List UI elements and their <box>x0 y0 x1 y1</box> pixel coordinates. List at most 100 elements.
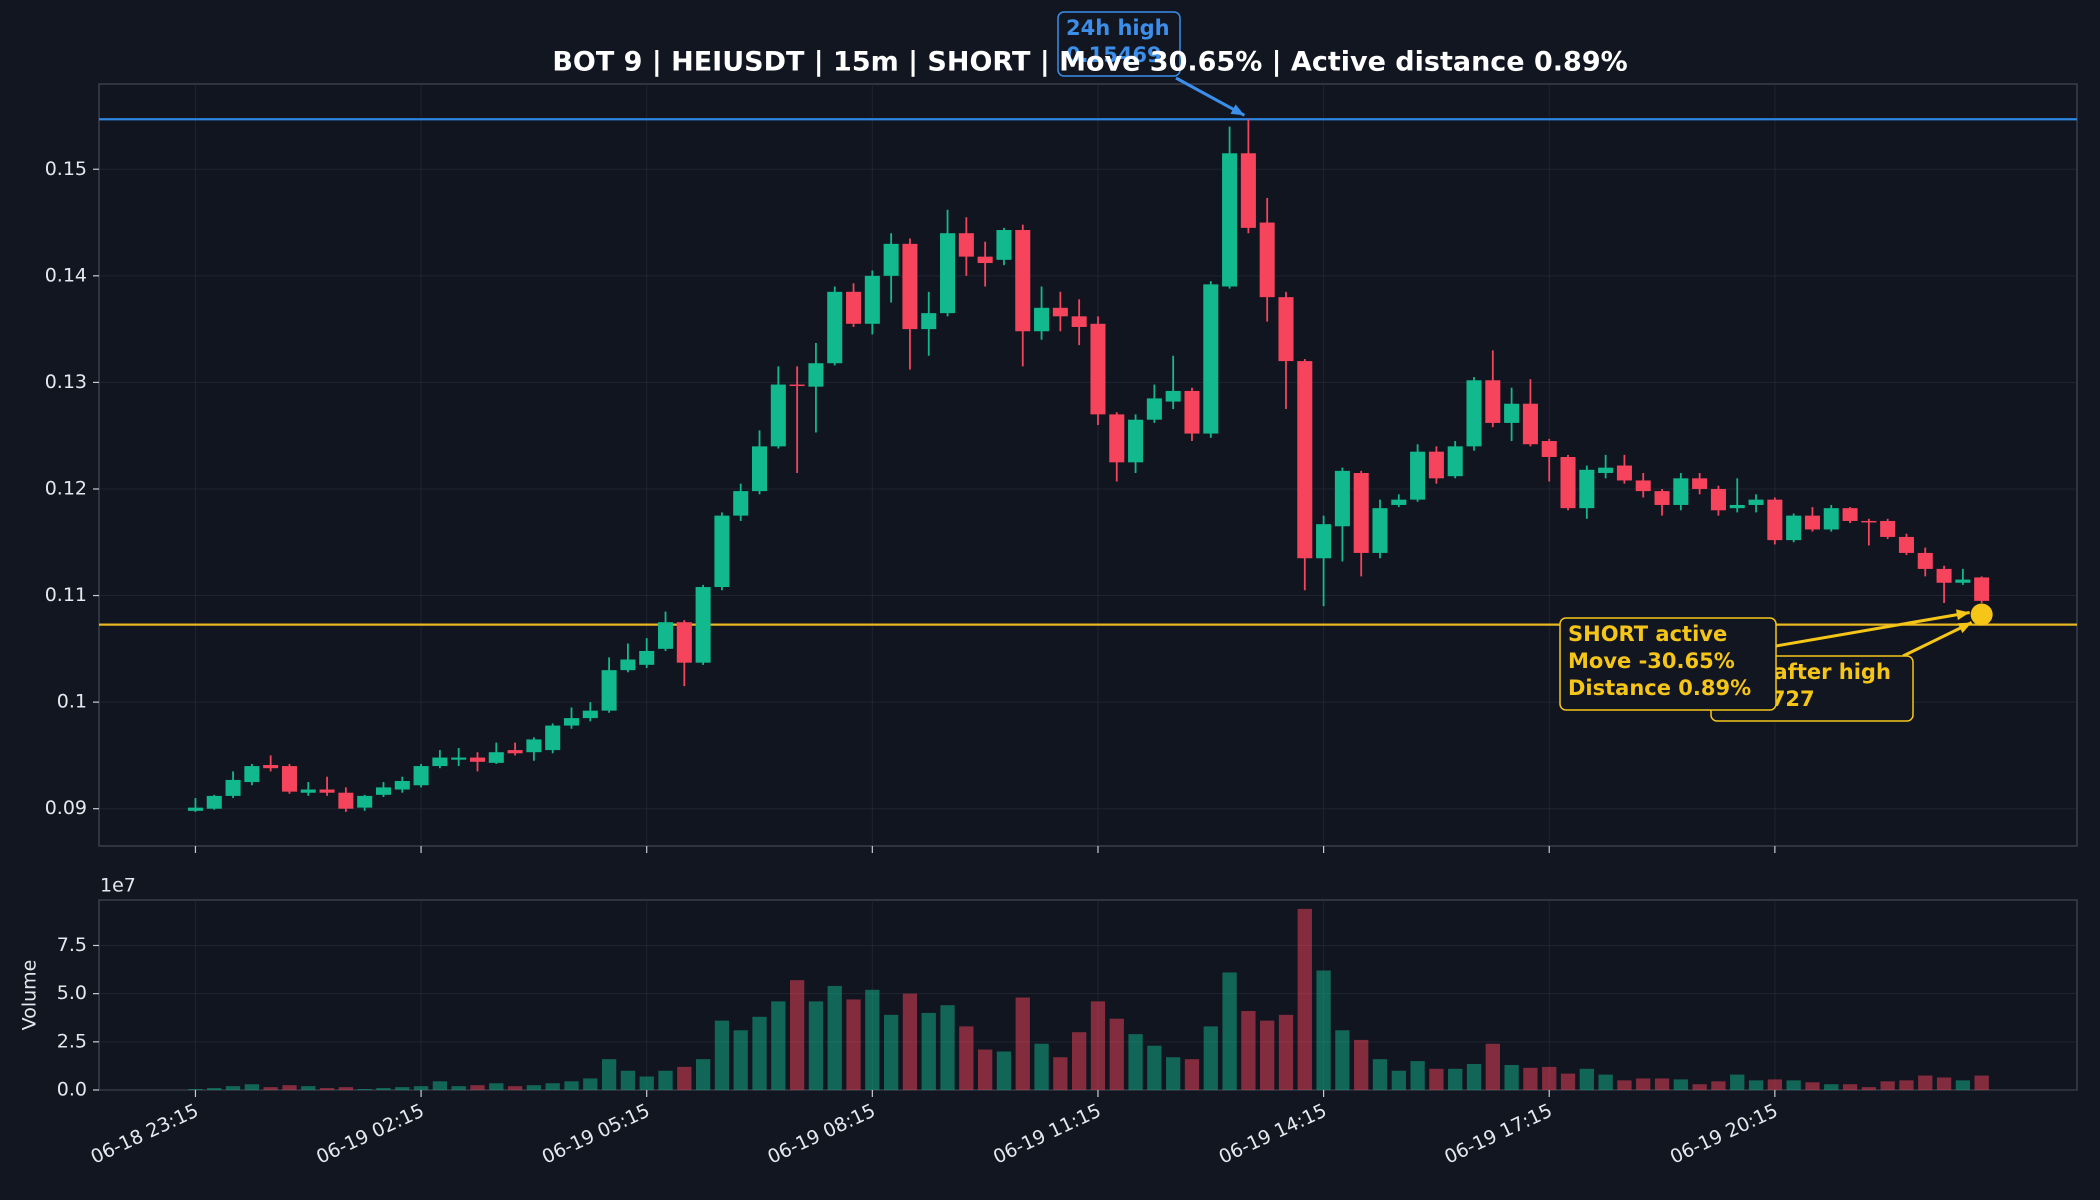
volume-bar <box>808 1001 824 1090</box>
volume-bar <box>639 1076 654 1090</box>
volume-bar <box>1410 1061 1425 1090</box>
current-price-marker <box>1970 603 1993 626</box>
candle-body <box>1165 390 1181 402</box>
candle-body <box>1673 478 1689 505</box>
price-panel <box>98 83 2078 847</box>
candle-body <box>1861 520 1877 523</box>
volume-bar <box>1090 1001 1106 1090</box>
y-tick-label: 0.09 <box>45 797 87 819</box>
candle-body <box>977 256 993 264</box>
volume-bar <box>1166 1057 1181 1090</box>
candle-body <box>1541 441 1557 458</box>
annotation-text: Move -30.65% <box>1568 649 1735 673</box>
volume-bar <box>1767 1079 1782 1090</box>
volume-bar <box>301 1086 316 1090</box>
annotation-text: 0.15469 <box>1066 43 1162 67</box>
y-tick-label: 0.12 <box>45 477 87 499</box>
volume-bar <box>1692 1084 1707 1090</box>
x-tick-label: 06-19 02:15 <box>313 1100 427 1169</box>
volume-bar <box>1654 1078 1670 1090</box>
volume-bar <box>1842 1084 1858 1090</box>
candle-body <box>657 622 674 649</box>
volume-bar <box>902 993 918 1090</box>
y-tick-label: 0.11 <box>45 584 87 606</box>
volume-bar <box>1918 1075 1933 1090</box>
candle-body <box>1485 380 1501 423</box>
candle-body <box>620 659 636 671</box>
volume-bar <box>526 1085 542 1090</box>
candle-body <box>563 718 580 726</box>
volume-bar <box>865 989 880 1090</box>
arrow-head <box>1230 104 1245 116</box>
volume-bar <box>188 1089 203 1090</box>
annotation-arrow <box>1775 611 1970 648</box>
volume-bar <box>1748 1080 1764 1090</box>
volume-bar <box>658 1070 673 1090</box>
candle-body <box>1692 478 1708 489</box>
y-tick-label: 5.0 <box>57 982 87 1004</box>
volume-bar <box>714 1020 730 1090</box>
volume-bar <box>1354 1039 1369 1090</box>
volume-bar <box>1184 1059 1200 1090</box>
volume-bar <box>470 1085 485 1090</box>
volume-bar <box>1730 1074 1745 1090</box>
candle-body <box>639 650 655 665</box>
volume-bar <box>1128 1034 1143 1090</box>
candle-body <box>827 291 843 364</box>
volume-bar <box>1598 1074 1613 1090</box>
volume-bar <box>1636 1078 1651 1090</box>
volume-bar <box>1673 1079 1688 1090</box>
volume-bar <box>1260 1020 1275 1090</box>
candle-body <box>1334 470 1350 527</box>
y-axis-label: Volume <box>19 960 41 1031</box>
candle-body <box>1579 469 1595 509</box>
annotation-arrow <box>1175 76 1246 117</box>
candle-body <box>1222 153 1238 287</box>
candle-body <box>469 757 486 762</box>
volume-bar <box>507 1086 523 1090</box>
volume-bar <box>978 1049 993 1090</box>
candle-body <box>451 757 467 760</box>
candle-body <box>789 384 805 387</box>
volume-bar <box>1861 1087 1877 1090</box>
volume-bar <box>1222 972 1237 1090</box>
candle-body <box>846 291 862 324</box>
candle-body <box>1240 153 1256 228</box>
volume-bar <box>1335 1030 1350 1090</box>
candle-body <box>1823 508 1839 530</box>
volume-bar <box>1504 1064 1519 1090</box>
candle-body <box>225 779 241 796</box>
x-tick-label: 06-19 11:15 <box>990 1100 1104 1169</box>
volume-bar <box>1805 1082 1820 1090</box>
candle-body <box>1804 515 1820 530</box>
y-tick-label: 0.15 <box>45 158 87 180</box>
volume-bar <box>1786 1080 1801 1090</box>
candle-body <box>1842 508 1858 521</box>
volume-bar <box>1053 1057 1068 1090</box>
candle-body <box>357 795 373 808</box>
candle-body <box>1635 480 1651 492</box>
volume-bar <box>1034 1043 1049 1090</box>
candle-body <box>752 446 768 492</box>
y-tick-label: 0.13 <box>45 371 87 393</box>
volume-bar <box>413 1086 429 1090</box>
candle-body <box>1466 380 1482 447</box>
candle-body <box>338 792 354 809</box>
volume-bar <box>940 1005 955 1090</box>
candle-body <box>921 313 937 330</box>
candle-body <box>1598 467 1614 473</box>
volume-bar <box>1391 1070 1406 1090</box>
candle-body <box>319 789 335 793</box>
candle-body <box>1410 451 1426 500</box>
volume-bar <box>1429 1068 1444 1090</box>
y-tick-label: 7.5 <box>57 934 87 956</box>
candle-body <box>413 766 429 786</box>
annotation-text: SHORT active <box>1568 622 1727 646</box>
candle-body <box>545 725 561 751</box>
volume-bar <box>263 1087 278 1090</box>
chart-title: BOT 9 | HEIUSDT | 15m | SHORT | Move 30.… <box>552 47 1627 78</box>
candle-body <box>1898 536 1914 553</box>
volume-bar <box>695 1059 711 1090</box>
candle-body <box>1109 414 1125 463</box>
volume-bar <box>1147 1045 1162 1090</box>
